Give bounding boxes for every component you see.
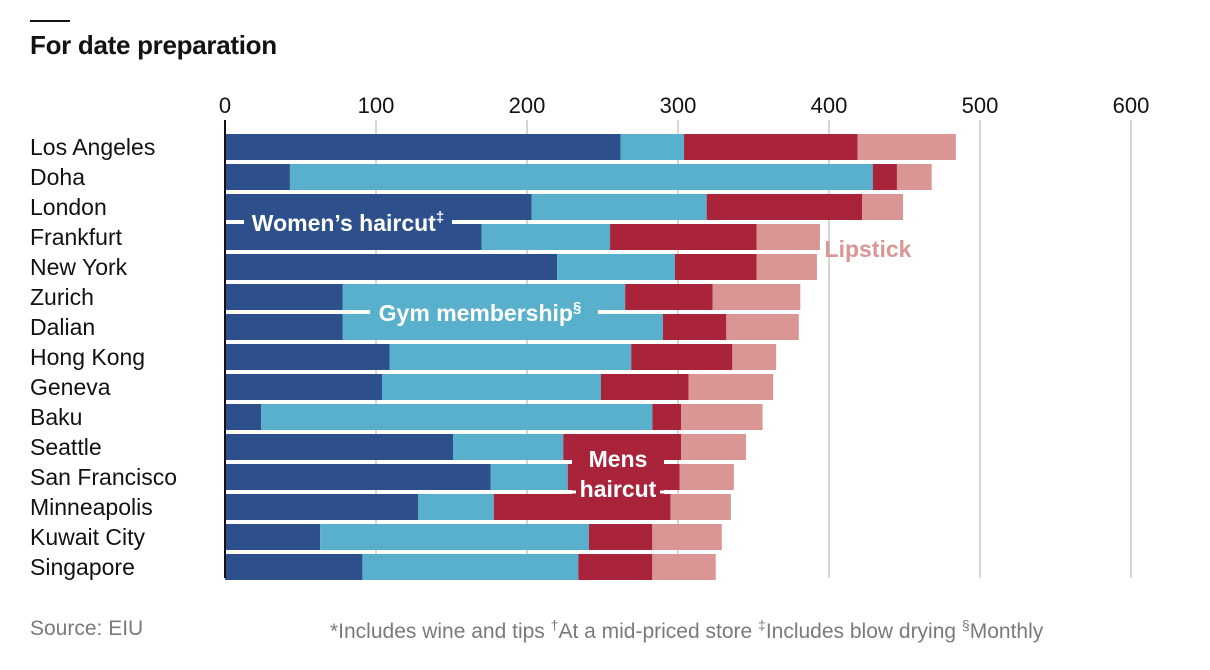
bar-lipstick	[756, 254, 817, 280]
bar-women-s-haircut	[225, 314, 343, 340]
category-label: Kuwait City	[30, 524, 146, 550]
x-tick-label: 100	[358, 93, 395, 118]
bar-lipstick	[862, 194, 903, 220]
category-label: Seattle	[30, 434, 102, 460]
series-label-gym-membership: Gym membership§	[379, 299, 582, 326]
category-label: Hong Kong	[30, 344, 145, 370]
category-label: Frankfurt	[30, 224, 123, 250]
bar-mens-haircut	[872, 164, 897, 190]
category-label: Doha	[30, 164, 85, 190]
footnote-wine: *Includes wine and tips	[330, 620, 551, 643]
bar-gym-membership	[557, 254, 675, 280]
label-backing	[370, 298, 598, 328]
bar-gym-membership	[261, 404, 653, 430]
title-rule	[30, 20, 70, 22]
bar-gym-membership	[620, 134, 685, 160]
category-label: Geneva	[30, 374, 111, 400]
series-label-mens-haircut: Mens haircut	[580, 446, 657, 502]
bar-lipstick	[688, 374, 774, 400]
double-dagger-mark: ‡	[758, 617, 766, 633]
footnotes: *Includes wine and tips †At a mid-priced…	[330, 617, 1043, 644]
bar-lipstick	[732, 344, 777, 370]
bar-gym-membership	[531, 194, 707, 220]
bar-mens-haircut	[588, 524, 653, 550]
category-label: Dalian	[30, 314, 95, 340]
bar-mens-haircut	[662, 314, 727, 340]
footnote-monthly: Monthly	[969, 620, 1044, 643]
category-label: London	[30, 194, 107, 220]
category-label: New York	[30, 254, 128, 280]
bar-lipstick	[756, 224, 820, 250]
series-label-lipstick: Lipstick	[825, 236, 912, 262]
bar-women-s-haircut	[225, 164, 290, 190]
bar-women-s-haircut	[225, 254, 558, 280]
x-tick-label: 300	[660, 93, 697, 118]
bar-women-s-haircut	[225, 434, 454, 460]
bar-lipstick	[896, 164, 932, 190]
chart-title: For date preparation	[30, 30, 277, 60]
bar-women-s-haircut	[225, 494, 419, 520]
bar-gym-membership	[362, 554, 579, 580]
bar-lipstick	[712, 284, 801, 310]
x-tick-label: 600	[1113, 93, 1150, 118]
bar-lipstick	[652, 554, 716, 580]
bar-gym-membership	[389, 344, 632, 370]
bar-women-s-haircut	[225, 404, 262, 430]
category-label: Singapore	[30, 554, 135, 580]
footnote-blow-drying: Includes blow drying	[765, 620, 962, 643]
bar-gym-membership	[289, 164, 873, 190]
bar-women-s-haircut	[225, 464, 491, 490]
section-mark: §	[961, 617, 970, 633]
category-label: Zurich	[30, 284, 94, 310]
bar-mens-haircut	[652, 404, 682, 430]
category-label: Los Angeles	[30, 134, 155, 160]
bar-lipstick	[857, 134, 956, 160]
bar-women-s-haircut	[225, 524, 321, 550]
source-note: Source: EIU	[30, 617, 144, 640]
x-tick-label: 200	[509, 93, 546, 118]
bar-gym-membership	[382, 374, 601, 400]
bar-lipstick	[670, 494, 731, 520]
dagger-mark: †	[550, 617, 559, 633]
series-label-womens-haircut: Women’s haircut‡	[252, 209, 444, 236]
category-label: San Francisco	[30, 464, 177, 490]
bar-lipstick	[681, 434, 746, 460]
bar-lipstick	[652, 524, 722, 550]
x-tick-label: 400	[811, 93, 848, 118]
bar-mens-haircut	[625, 284, 713, 310]
category-label: Baku	[30, 404, 82, 430]
bar-women-s-haircut	[225, 284, 343, 310]
bar-mens-haircut	[684, 134, 858, 160]
x-tick-label: 0	[219, 93, 231, 118]
bar-women-s-haircut	[225, 134, 621, 160]
bar-mens-haircut	[674, 254, 757, 280]
x-tick-label: 500	[962, 93, 999, 118]
bar-mens-haircut	[578, 554, 653, 580]
bar-gym-membership	[453, 434, 564, 460]
bar-gym-membership	[320, 524, 589, 550]
bar-mens-haircut	[610, 224, 757, 250]
bar-gym-membership	[418, 494, 494, 520]
bar-gym-membership	[481, 224, 611, 250]
category-label: Minneapolis	[30, 494, 153, 520]
label-backing	[576, 480, 660, 504]
bar-mens-haircut	[631, 344, 733, 370]
bar-lipstick	[726, 314, 799, 340]
bar-mens-haircut	[600, 374, 689, 400]
bar-lipstick	[679, 464, 734, 490]
bar-women-s-haircut	[225, 344, 390, 370]
bar-women-s-haircut	[225, 374, 383, 400]
label-backing	[244, 209, 452, 237]
bar-lipstick	[681, 404, 763, 430]
footnote-store: At a mid-priced store	[558, 620, 759, 643]
bar-mens-haircut	[706, 194, 863, 220]
bar-gym-membership	[490, 464, 568, 490]
bar-women-s-haircut	[225, 554, 363, 580]
